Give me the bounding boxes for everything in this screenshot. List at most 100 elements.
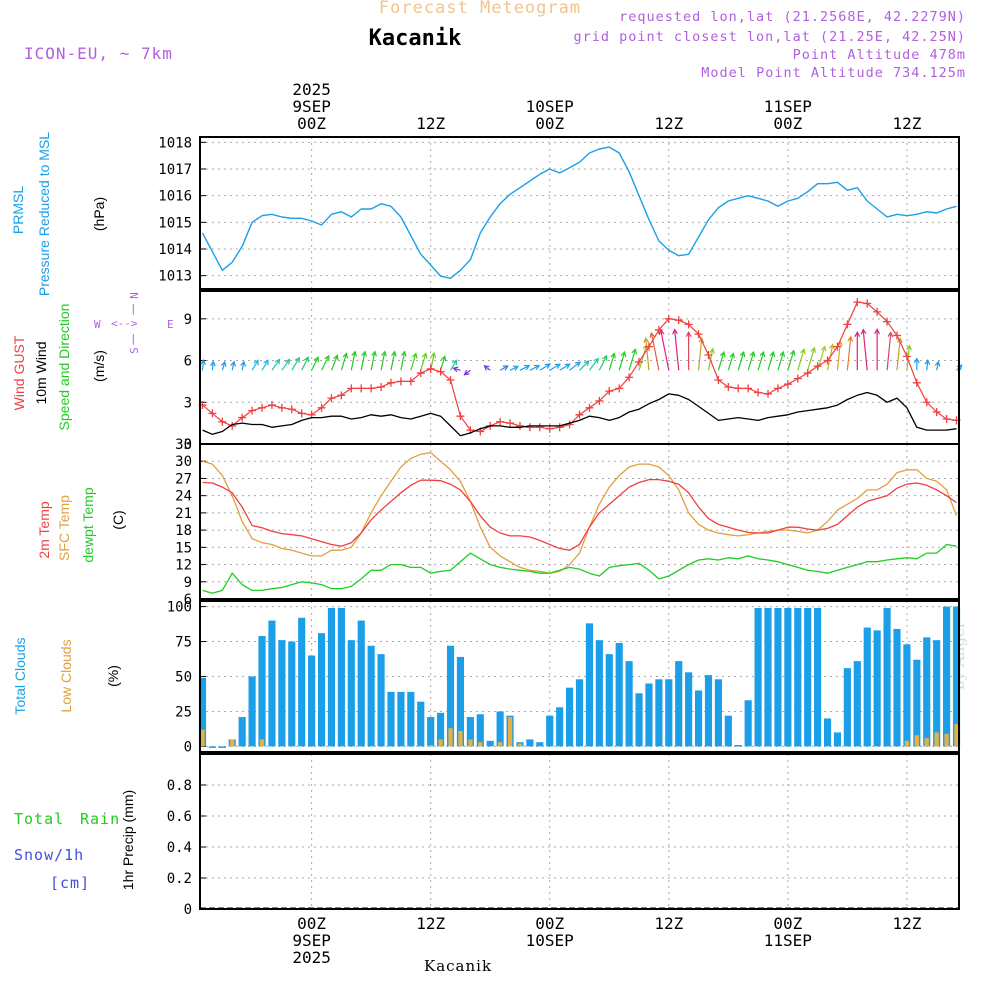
total-cloud-bar [456, 656, 465, 747]
wind-dir-arrowhead [593, 357, 599, 364]
wind-gust-marker [873, 307, 882, 316]
total-cloud-bar [675, 661, 683, 747]
total-cloud-bar [883, 607, 891, 747]
wind-dir-arrowhead [400, 350, 407, 357]
wind-gust-marker [436, 367, 445, 376]
total-cloud-bar [437, 712, 445, 747]
wind-dir-arrowhead [906, 344, 912, 351]
wind-dir-arrow [400, 351, 406, 371]
wind-dir-arrowhead [739, 350, 746, 358]
wind-gust-marker [367, 384, 376, 393]
wind-dir-arrow [579, 360, 590, 371]
total-cloud-bar [605, 654, 613, 747]
wind-gust-marker [248, 406, 257, 415]
wind-gust-marker [644, 342, 653, 351]
bottom-axis-label: 00Z [297, 914, 326, 933]
total-cloud-bar [843, 668, 851, 747]
wind-dir-arrowhead [502, 365, 509, 371]
wind-gust-marker [813, 362, 822, 371]
wind-dir-arrow [757, 351, 765, 371]
wind-dir-arrowhead [351, 350, 358, 357]
total-cloud-bar [546, 715, 554, 747]
low-cloud-bar [448, 728, 453, 747]
wind-gust-marker [585, 403, 594, 412]
total-cloud-bar [903, 644, 911, 747]
total-cloud-bar [575, 679, 584, 747]
wind-dir-arrow [311, 356, 319, 371]
wind-dir-arrow [450, 359, 458, 371]
low-cloud-bar [458, 731, 463, 747]
wind-dir-arrow [807, 347, 815, 371]
wind-gust-marker [793, 374, 802, 383]
wind-dir-arrowhead [631, 348, 637, 355]
wind-gust-marker [674, 316, 683, 325]
total-cloud-bar [724, 715, 732, 747]
wind-gust-marker [704, 350, 713, 359]
bottom-axis-label: 12Z [416, 914, 445, 933]
total-cloud-bar [347, 640, 355, 747]
low-cloud-bar [230, 739, 235, 747]
low-cloud-bar [914, 735, 919, 747]
total-cloud-bar [694, 690, 703, 747]
wind-gust-marker [535, 423, 544, 432]
wind-gust-marker [575, 410, 584, 419]
wind-gust-marker [277, 403, 286, 412]
ytick-label-temperature-5: 21 [175, 506, 192, 522]
wind-dir-arrow [767, 351, 775, 371]
wind-dir-arrowhead [574, 361, 581, 368]
total-cloud-bar [377, 654, 385, 747]
model-label: ICON-EU, ~ 7km [24, 44, 173, 63]
total-cloud-bar [427, 717, 435, 747]
total-cloud-bar [198, 677, 207, 747]
low-cloud-bar [438, 739, 443, 747]
wind-gust-marker [773, 384, 782, 393]
wind-dir-arrowhead [333, 354, 339, 361]
total-cloud-bar [258, 635, 266, 747]
ytick-label-pressure-1: 1014 [158, 242, 192, 258]
wind-gust-marker [267, 401, 276, 410]
wind-gust-marker [744, 384, 753, 393]
wind-dir-arrowhead [220, 360, 227, 367]
wind-dir-arrowhead [512, 365, 520, 371]
ytick-label-pressure-5: 1018 [158, 135, 192, 151]
wind-dir-arrowhead [800, 348, 806, 355]
compass-cross: <--> [111, 317, 138, 330]
total-cloud-bar [635, 693, 643, 747]
wind-dir-arrowhead [769, 350, 776, 358]
ytick-label-precip-1: 0.2 [167, 871, 192, 887]
wind-dir-arrow [628, 349, 636, 371]
wind-gust-marker [823, 356, 832, 365]
total-cloud-bar [526, 739, 534, 747]
label-rain: Rain [80, 810, 121, 828]
ytick-label-precip-2: 0.4 [167, 840, 192, 856]
ytick-label-temperature-2: 12 [175, 558, 192, 574]
wind-dir-arrow [737, 351, 745, 371]
wind-gust-marker [525, 423, 534, 432]
total-cloud-bar [248, 676, 256, 747]
wind-dir-arrowhead [934, 360, 941, 367]
wind-dir-arrow [291, 357, 300, 371]
wind-dir-arrowhead [685, 331, 692, 337]
wind-dir-arrowhead [789, 349, 796, 356]
ytick-label-wind-0: 0 [184, 437, 192, 453]
total-cloud-bar [218, 746, 226, 748]
wind-gust-marker [754, 388, 763, 397]
ytick-label-temperature-4: 18 [175, 523, 192, 539]
total-cloud-bar [853, 661, 861, 747]
wind-dir-arrow [846, 336, 852, 371]
total-cloud-bar [764, 607, 772, 747]
panel-frame-temperature [199, 443, 960, 600]
wind-gust-marker [337, 391, 346, 400]
wind-gust-marker [654, 325, 663, 334]
ytick-label-pressure-0: 1013 [158, 269, 192, 285]
total-cloud-bar [327, 607, 336, 747]
wind-dir-arrowhead [230, 360, 237, 367]
total-cloud-bar [704, 675, 713, 747]
total-cloud-bar [387, 691, 395, 747]
wind-dir-arrowhead [854, 331, 861, 337]
low-cloud-bar [517, 743, 523, 747]
total-cloud-bar [645, 683, 653, 747]
wind-dir-arrowhead [779, 350, 785, 358]
wind-dir-arrowhead [829, 343, 835, 350]
dewpt-temp-line [202, 543, 957, 594]
